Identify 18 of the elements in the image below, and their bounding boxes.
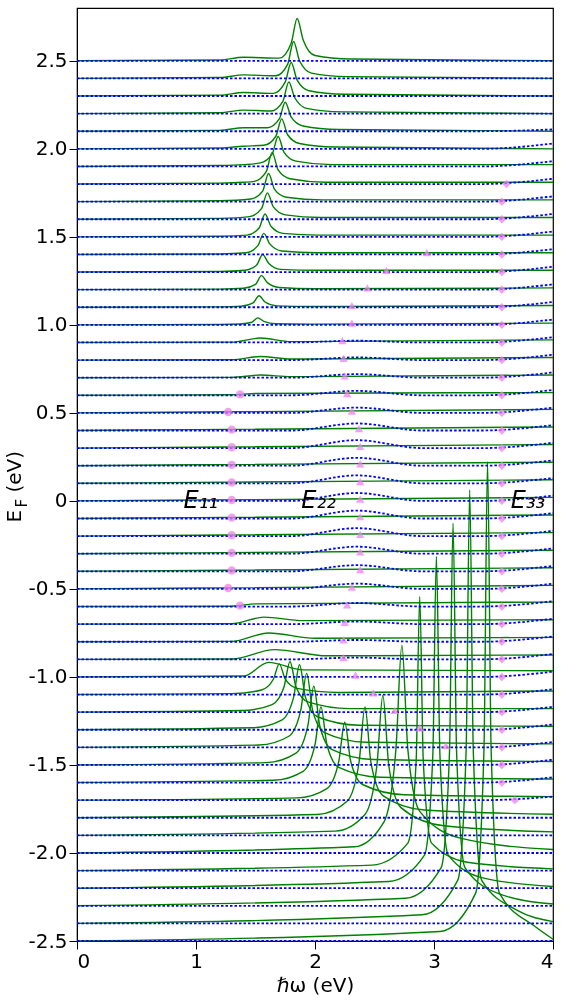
x-tick-label: 3 bbox=[428, 948, 441, 973]
y-tick-label: -0.5 bbox=[28, 576, 68, 601]
y-tick-label: -2.0 bbox=[28, 840, 68, 865]
y-tick-label: 0 bbox=[54, 488, 68, 513]
y-tick-label: 2.0 bbox=[35, 136, 68, 161]
y-tick-label: 2.5 bbox=[35, 48, 68, 73]
x-axis-title: ℏω (eV) bbox=[276, 972, 355, 997]
y-tick-label: 1.5 bbox=[35, 224, 68, 249]
y-tick-label: -2.5 bbox=[28, 928, 68, 953]
y-tick-label: 0.5 bbox=[35, 400, 68, 425]
x-tick-label: 2 bbox=[309, 948, 322, 973]
x-tick-label: 0 bbox=[77, 948, 91, 973]
y-tick-label: -1.0 bbox=[28, 664, 68, 689]
y-axis-title: EF (eV) bbox=[2, 450, 31, 523]
y-tick-label: 1.0 bbox=[35, 312, 68, 337]
x-tick-label: 1 bbox=[190, 948, 203, 973]
x-tick-label: 4 bbox=[540, 948, 554, 973]
y-tick-label: -1.5 bbox=[28, 752, 68, 777]
